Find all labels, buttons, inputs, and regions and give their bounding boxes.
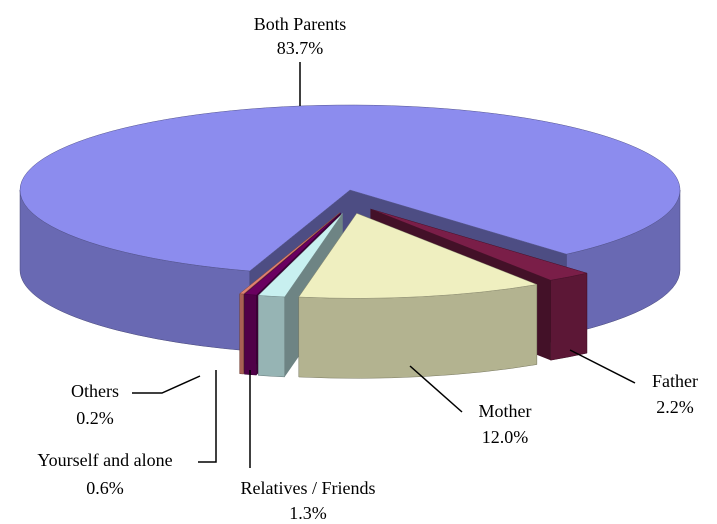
leader-line [409, 365, 463, 413]
slice-label: Others [71, 381, 119, 401]
slice-side [244, 293, 257, 376]
leader-line [569, 349, 636, 384]
slice-value: 2.2% [656, 397, 694, 417]
slice [239, 212, 341, 295]
slice-value: 0.6% [86, 478, 124, 498]
slice-label: Father [652, 371, 698, 391]
slice-value: 1.3% [289, 503, 327, 523]
slice-label: Both Parents [254, 14, 347, 34]
slice-value: 0.2% [76, 408, 114, 428]
slice-label: Relatives / Friends [241, 478, 376, 498]
leader-line [132, 375, 201, 394]
slice [243, 212, 341, 296]
slice-value: 83.7% [277, 38, 324, 58]
slice [19, 104, 681, 272]
pie [19, 104, 681, 379]
slice [370, 208, 588, 281]
slice-side [239, 293, 244, 375]
slice-side [550, 272, 588, 361]
slice-side [258, 295, 285, 378]
slice-side [298, 284, 538, 379]
slice [298, 213, 538, 299]
slice-label: Yourself and alone [37, 450, 172, 470]
slice [257, 213, 343, 298]
leader-line [198, 370, 217, 463]
slice-value: 12.0% [482, 427, 529, 447]
slice-label: Mother [479, 401, 532, 421]
